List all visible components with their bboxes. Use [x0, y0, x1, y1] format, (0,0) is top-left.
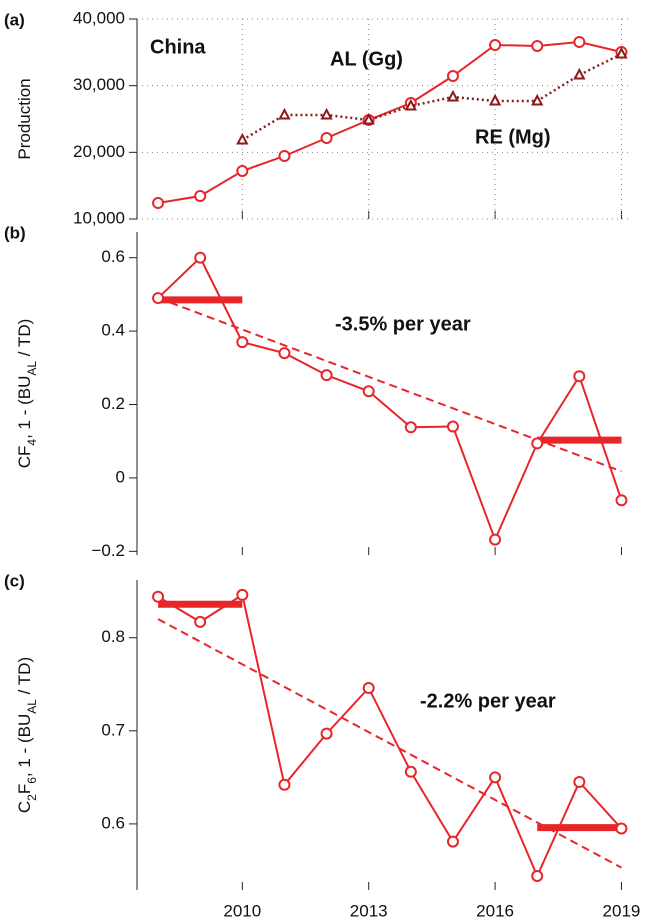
trend-line [157, 618, 622, 869]
point-marker [194, 251, 207, 264]
y-label-subscript: 4 [25, 439, 39, 446]
y-tick-label: 0 [116, 467, 125, 486]
y-label-subscript: 6 [25, 777, 39, 784]
point-marker [404, 765, 417, 778]
point-marker [236, 132, 249, 145]
x-tick-label: 2016 [476, 901, 514, 920]
y-label-part: F [15, 784, 34, 794]
series-line [157, 593, 623, 879]
point-marker [404, 98, 417, 111]
y-label-part: Production [15, 78, 34, 159]
x-tick-label: 2013 [350, 901, 388, 920]
point-marker [615, 494, 628, 507]
series-line [157, 40, 622, 204]
point-marker [531, 870, 544, 883]
y-label-part: , 1 - (BU [15, 714, 34, 777]
point-marker [573, 370, 586, 383]
series-line [241, 52, 623, 142]
point-marker [446, 835, 459, 848]
point-marker [573, 36, 586, 48]
x-tick-label: 2019 [603, 901, 641, 920]
y-label-part: / TD) [15, 657, 34, 699]
y-label-subscript: AL [25, 699, 39, 714]
point-marker [236, 588, 249, 601]
point-marker [531, 437, 544, 450]
series-line [157, 256, 623, 543]
y-tick-label: 10,000 [73, 208, 125, 227]
point-marker [194, 190, 207, 202]
annotation: -3.5% per year [335, 313, 471, 335]
y-tick-label: −0.2 [91, 541, 125, 560]
point-marker [152, 292, 165, 305]
annotation: -2.2% per year [420, 690, 556, 712]
y-label-part: / TD) [15, 319, 34, 361]
point-marker [194, 615, 207, 628]
point-marker [615, 822, 628, 835]
panel-label: (a) [4, 10, 25, 29]
y-axis-label: Production [15, 78, 34, 159]
y-label-subscript: AL [25, 361, 39, 376]
y-label-part: , 1 - (BU [15, 376, 34, 439]
point-marker [320, 132, 333, 144]
y-axis-label: CF4, 1 - (BUAL / TD) [15, 319, 39, 469]
point-marker [573, 67, 586, 80]
point-marker [531, 40, 544, 52]
point-marker [362, 681, 375, 694]
point-marker [236, 336, 249, 349]
y-axis-label: C2F6, 1 - (BUAL / TD) [15, 657, 39, 813]
point-marker [573, 776, 586, 789]
point-marker [278, 778, 291, 791]
point-marker [320, 107, 333, 120]
point-marker [278, 347, 291, 360]
point-marker [362, 385, 375, 398]
y-tick-label: 0.2 [101, 394, 125, 413]
y-tick-label: 0.8 [101, 627, 125, 646]
y-tick-label: 0.4 [101, 321, 125, 340]
legend-label: RE (Mg) [475, 126, 551, 148]
point-marker [320, 369, 333, 382]
point-marker [404, 421, 417, 434]
point-marker [152, 590, 165, 603]
point-marker [489, 771, 502, 784]
y-label-part: CF [15, 446, 34, 469]
y-tick-label: 30,000 [73, 75, 125, 94]
y-label-subscript: 2 [25, 794, 39, 801]
panel-label: (c) [4, 571, 25, 590]
panel-label: (b) [4, 223, 26, 242]
point-marker [446, 70, 459, 82]
y-tick-label: 20,000 [73, 142, 125, 161]
point-marker [278, 150, 291, 162]
y-tick-label: 0.6 [101, 813, 125, 832]
point-marker [362, 112, 375, 125]
point-marker [152, 197, 165, 209]
point-marker [489, 533, 502, 546]
point-marker [531, 93, 544, 106]
point-marker [489, 39, 502, 51]
x-tick-label: 2010 [223, 901, 261, 920]
y-tick-label: 0.7 [101, 720, 125, 739]
legend-label: AL (Gg) [330, 48, 403, 70]
point-marker [446, 420, 459, 433]
y-label-part: C [15, 801, 34, 813]
point-marker [488, 93, 502, 106]
point-marker [320, 727, 333, 740]
point-marker [615, 46, 628, 59]
y-tick-label: 0.6 [101, 247, 125, 266]
point-marker [236, 165, 249, 177]
point-marker [278, 107, 291, 120]
point-marker [446, 89, 460, 102]
y-tick-label: 40,000 [73, 8, 125, 27]
annotation: China [150, 36, 206, 58]
